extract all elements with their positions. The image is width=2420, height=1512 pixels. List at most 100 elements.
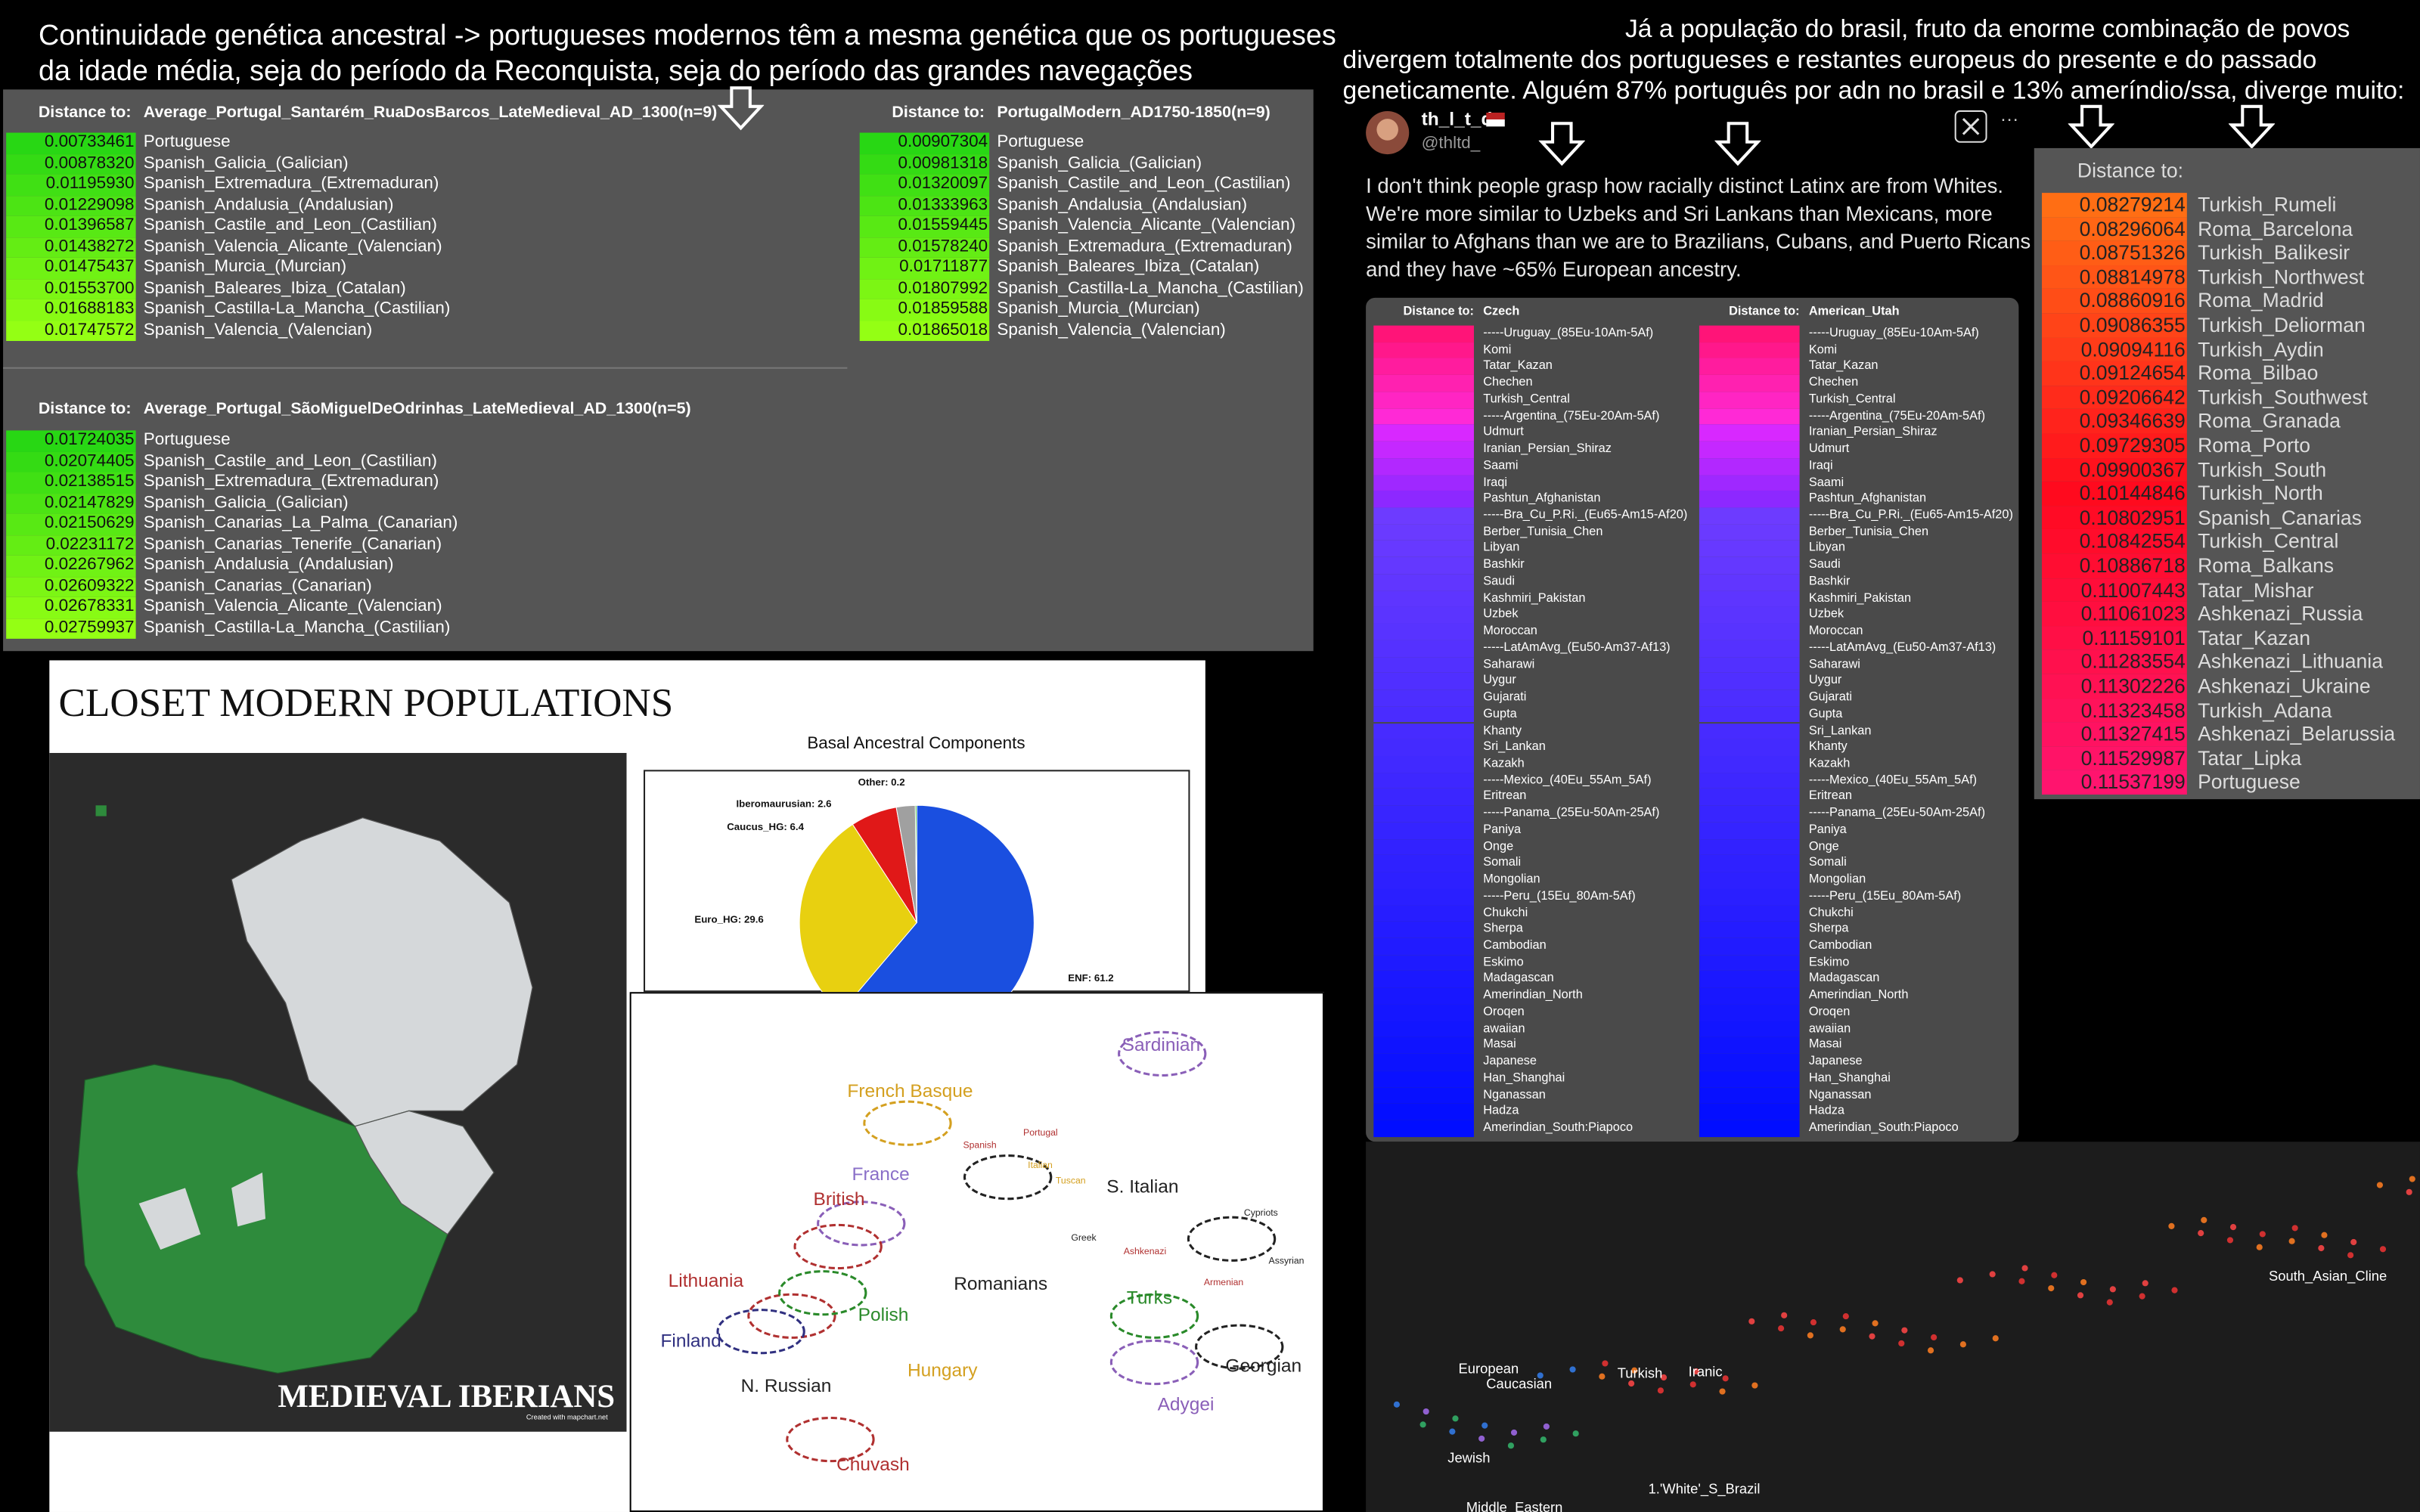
population-name: Spanish_Valencia_Alicante_(Valencian) — [143, 596, 442, 616]
population-name: Han_Shanghai — [1808, 1070, 1891, 1085]
scatter-label: European — [1458, 1360, 1519, 1377]
population-name: Sherpa — [1483, 921, 1523, 936]
pca-label: France — [852, 1163, 910, 1185]
distance-value: 0.01865018 — [898, 320, 988, 339]
value-cell — [1699, 541, 1800, 558]
population-name: Ashkenazi_Ukraine — [2198, 674, 2371, 698]
arrow-icon — [1714, 122, 1761, 166]
population-name: Uygur — [1483, 673, 1516, 687]
value-cell — [1699, 574, 1800, 590]
scatter-label: South_Asian_Cline — [2268, 1268, 2387, 1284]
population-name: Chukchi — [1483, 905, 1528, 919]
distance-value: 0.09729305 — [2079, 433, 2186, 457]
value-cell — [1699, 1021, 1800, 1038]
table-target: PortugalModern_AD1750-1850(n=9) — [997, 103, 1270, 122]
value-cell — [6, 596, 136, 618]
value-cell — [6, 215, 136, 237]
value-cell — [1373, 325, 1474, 342]
distance-value: 0.10842554 — [2079, 529, 2186, 553]
value-cell — [1373, 623, 1474, 640]
population-name: -----Peru_(15Eu_80Am-5Af) — [1808, 888, 1962, 903]
pca-label: Ashkenazi — [1123, 1248, 1167, 1258]
pca-label: British — [813, 1188, 865, 1210]
scatter-dot — [2256, 1244, 2263, 1250]
divider — [3, 367, 848, 369]
population-name: Gupta — [1808, 706, 1843, 720]
distance-value: 0.01320097 — [898, 174, 988, 194]
population-name: Amerindian_South:Piapoco — [1808, 1120, 1959, 1135]
table-target: Average_Portugal_Santarém_RuaDosBarcos_L… — [143, 103, 718, 122]
value-cell — [2041, 674, 2187, 699]
value-cell — [2041, 337, 2187, 361]
distance-value: 0.01333963 — [898, 195, 988, 214]
value-cell — [1373, 424, 1474, 442]
value-cell — [1699, 640, 1800, 657]
population-name: Spanish_Valencia_(Valencian) — [997, 320, 1226, 339]
value-cell — [1699, 689, 1800, 707]
distance-value: 0.02759937 — [44, 618, 135, 637]
pca-label: Lithuania — [668, 1269, 744, 1292]
value-cell — [1699, 822, 1800, 839]
cluster-outline — [1195, 1324, 1284, 1370]
population-name: Spanish_Extremadura_(Extremaduran) — [143, 472, 439, 491]
scatter-label: Turkish — [1617, 1365, 1663, 1381]
pca-label: Finland — [660, 1330, 721, 1352]
pca-label: Cypriots — [1243, 1209, 1278, 1219]
scatter-dot — [2409, 1176, 2415, 1182]
value-cell — [2041, 770, 2187, 795]
value-cell — [1373, 524, 1474, 541]
value-cell — [2041, 385, 2187, 410]
value-cell — [2041, 457, 2187, 482]
scatter-dot — [2109, 1286, 2116, 1293]
population-name: Mongolian — [1483, 872, 1540, 886]
population-name: Turkish_Northwest — [2198, 265, 2365, 289]
value-cell — [6, 534, 136, 556]
scatter-dot — [1657, 1387, 1664, 1394]
distance-value: 0.02138515 — [44, 472, 135, 491]
value-cell — [2041, 265, 2187, 290]
pca-panel — [629, 992, 1325, 1512]
pie-label: Caucus_HG: 6.4 — [727, 822, 804, 834]
distance-value: 0.01747572 — [44, 320, 135, 339]
scatter-dot — [2226, 1237, 2234, 1244]
cluster-outline — [778, 1270, 867, 1316]
scatter-dot — [1927, 1347, 1934, 1354]
value-cell — [859, 299, 990, 321]
value-cell — [1373, 1070, 1474, 1087]
value-cell — [1699, 954, 1800, 971]
value-cell — [1699, 971, 1800, 988]
value-cell — [1699, 557, 1800, 574]
scatter-dot — [1956, 1277, 1963, 1284]
population-name: Spanish_Baleares_Ibiza_(Catalan) — [143, 278, 406, 297]
population-name: Mongolian — [1808, 872, 1866, 886]
population-name: Chechen — [1483, 375, 1533, 389]
population-name: Spanish_Murcia_(Murcian) — [997, 299, 1200, 318]
value-cell — [1373, 342, 1474, 359]
distance-value: 0.11327415 — [2080, 722, 2186, 746]
scatter-dot — [2171, 1287, 2178, 1294]
population-name: Eskimo — [1483, 954, 1524, 969]
value-cell — [1699, 524, 1800, 541]
cluster-outline — [747, 1293, 836, 1339]
pca-label: S. Italian — [1106, 1176, 1179, 1198]
distance-value: 0.00733461 — [44, 132, 135, 151]
value-cell — [1373, 872, 1474, 889]
value-cell — [1699, 937, 1800, 955]
distance-value: 0.10802951 — [2079, 505, 2186, 529]
value-cell — [1699, 1004, 1800, 1021]
population-name: -----Bra_Cu_P.Ri._(Eu65-Am15-Af20) — [1808, 507, 2013, 522]
value-cell — [1373, 838, 1474, 856]
x-icon — [1954, 110, 1987, 143]
scatter-dot — [2376, 1182, 2383, 1188]
value-cell — [2041, 505, 2187, 530]
arrow-icon — [2068, 104, 2114, 149]
population-name: Roma_Granada — [2198, 409, 2341, 433]
scatter-dot — [1537, 1372, 1544, 1379]
scatter-label: 1.'White'_S_Brazil — [1648, 1481, 1761, 1497]
value-cell — [1699, 491, 1800, 508]
population-name: Kazakh — [1808, 755, 1851, 770]
scatter-dot — [1419, 1421, 1426, 1428]
arrow — [1538, 122, 1585, 166]
pca-label: Sardinian — [1122, 1033, 1201, 1055]
pie-slice — [799, 823, 917, 993]
